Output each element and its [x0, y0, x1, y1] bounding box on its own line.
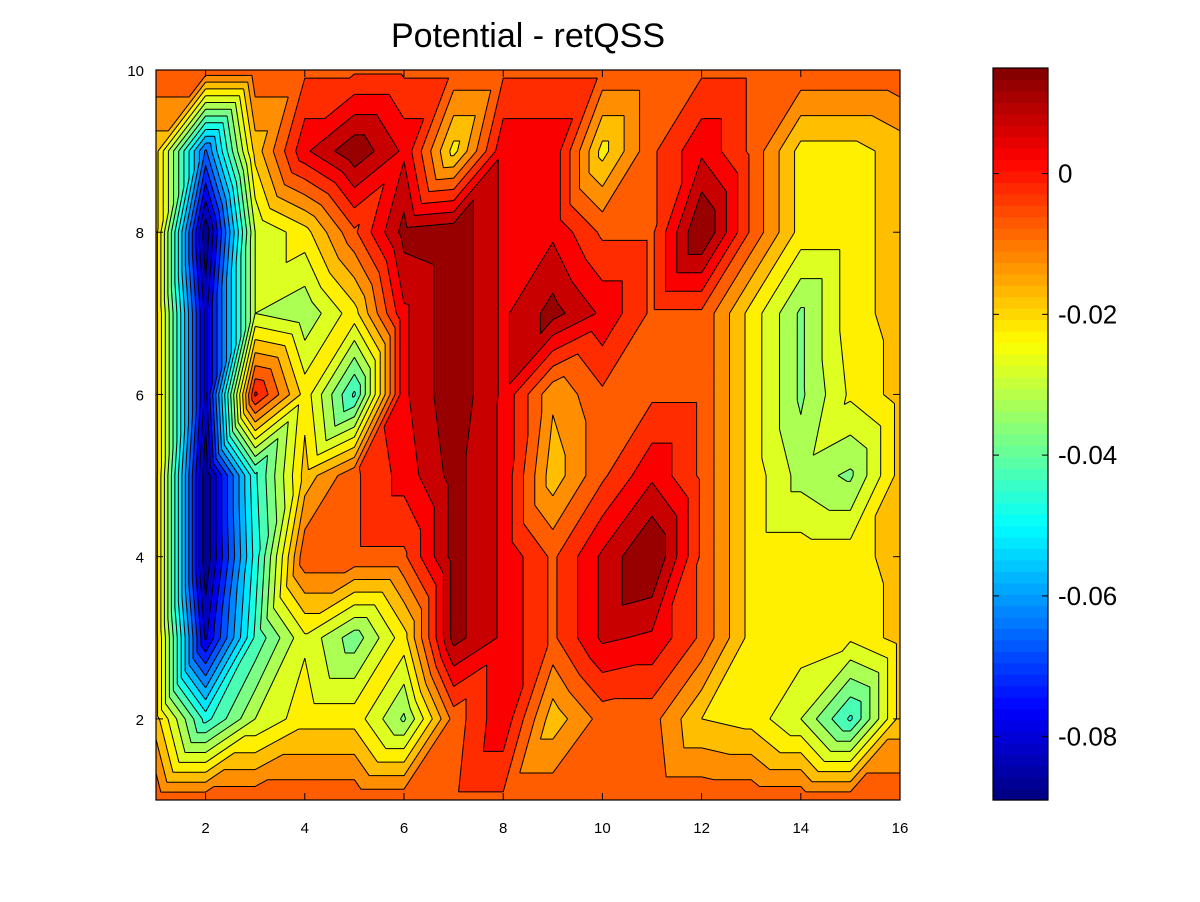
colorbar-swatch — [993, 399, 1048, 412]
colorbar-tick-label: -0.08 — [1058, 722, 1117, 752]
colorbar-swatch — [993, 742, 1048, 755]
y-tick-label: 8 — [136, 225, 144, 242]
colorbar-swatch — [993, 285, 1048, 298]
colorbar-swatch — [993, 525, 1048, 538]
plot-frame — [155, 69, 901, 801]
colorbar-swatch — [993, 514, 1048, 527]
colorbar-swatch — [993, 662, 1048, 675]
colorbar-swatch — [993, 365, 1048, 378]
x-tick-label: 16 — [892, 820, 909, 837]
x-axis: 2 4 6 8 10 12 14 16 — [201, 70, 908, 837]
colorbar-swatch — [993, 731, 1048, 744]
colorbar-swatch — [993, 468, 1048, 481]
colorbar-swatch — [993, 571, 1048, 584]
colorbar-tick-label: -0.04 — [1058, 440, 1117, 470]
colorbar-swatch — [993, 90, 1048, 103]
x-tick-label: 2 — [201, 820, 209, 837]
colorbar-swatch — [993, 582, 1048, 595]
colorbar-swatch — [993, 685, 1048, 698]
colorbar-swatch — [993, 708, 1048, 721]
x-tick-label: 8 — [499, 820, 507, 837]
colorbar-swatch — [993, 239, 1048, 252]
colorbar-swatch — [993, 148, 1048, 161]
colorbar-swatch — [993, 617, 1048, 630]
colorbar-swatch — [993, 331, 1048, 344]
colorbar-swatch — [993, 411, 1048, 424]
colorbar-swatch — [993, 559, 1048, 572]
y-tick-label: 2 — [136, 712, 144, 729]
plot-area — [155, 69, 901, 801]
colorbar-swatch — [993, 479, 1048, 492]
colorbar-swatch — [993, 159, 1048, 172]
colorbar-swatch — [993, 113, 1048, 126]
colorbar-swatch — [993, 68, 1048, 81]
colorbar-swatch — [993, 422, 1048, 435]
x-tick-label: 4 — [301, 820, 309, 837]
colorbar-swatch — [993, 628, 1048, 641]
colorbar-swatch — [993, 182, 1048, 195]
colorbar-swatch — [993, 79, 1048, 92]
colorbar-swatch — [993, 639, 1048, 652]
y-tick-label: 6 — [136, 387, 144, 404]
colorbar-swatch — [993, 697, 1048, 710]
colorbar-swatch — [993, 228, 1048, 241]
colorbar-frame — [992, 67, 1049, 801]
colorbar-swatch — [993, 273, 1048, 286]
colorbar-swatch — [993, 536, 1048, 549]
colorbar-swatch — [993, 434, 1048, 447]
colorbar-swatch — [993, 319, 1048, 332]
colorbar-swatch — [993, 125, 1048, 138]
colorbar: 0 -0.02 -0.04 -0.06 -0.08 — [992, 67, 1117, 801]
colorbar-swatch — [993, 193, 1048, 206]
x-tick-label: 10 — [594, 820, 611, 837]
colorbar-swatch — [993, 777, 1048, 790]
colorbar-swatch — [993, 308, 1048, 321]
colorbar-swatch — [993, 605, 1048, 618]
chart-title: Potential - retQSS — [391, 17, 665, 55]
colorbar-swatch — [993, 376, 1048, 389]
colorbar-swatch — [993, 262, 1048, 275]
colorbar-swatch — [993, 548, 1048, 561]
colorbar-swatch — [993, 651, 1048, 664]
colorbar-swatch — [993, 765, 1048, 778]
colorbar-swatch — [993, 502, 1048, 515]
contour-lines — [156, 73, 900, 793]
colorbar-tick-label: -0.06 — [1058, 581, 1117, 611]
y-tick-label: 4 — [136, 550, 144, 567]
colorbar-swatch — [993, 674, 1048, 687]
colorbar-swatch — [993, 353, 1048, 366]
x-tick-label: 14 — [792, 820, 809, 837]
colorbar-swatch — [993, 251, 1048, 264]
colorbar-swatch — [993, 491, 1048, 504]
colorbar-swatch — [993, 445, 1048, 458]
colorbar-swatch — [993, 102, 1048, 115]
colorbar-swatch — [993, 754, 1048, 767]
colorbar-swatch — [993, 388, 1048, 401]
colorbar-swatch — [993, 170, 1048, 183]
colorbar-swatch — [993, 788, 1048, 801]
colorbar-swatch — [993, 205, 1048, 218]
x-tick-label: 12 — [693, 820, 710, 837]
colorbar-swatch — [993, 296, 1048, 309]
colorbar-swatch — [993, 456, 1048, 469]
colorbar-tick-label: 0 — [1058, 159, 1072, 189]
colorbar-swatch — [993, 136, 1048, 149]
x-tick-label: 6 — [400, 820, 408, 837]
y-tick-label: 10 — [127, 63, 144, 80]
colorbar-swatch — [993, 342, 1048, 355]
y-axis: 2 4 6 8 10 — [127, 63, 900, 729]
colorbar-swatch — [993, 719, 1048, 732]
colorbar-swatch — [993, 216, 1048, 229]
colorbar-tick-label: -0.02 — [1058, 299, 1117, 329]
colorbar-swatch — [993, 594, 1048, 607]
